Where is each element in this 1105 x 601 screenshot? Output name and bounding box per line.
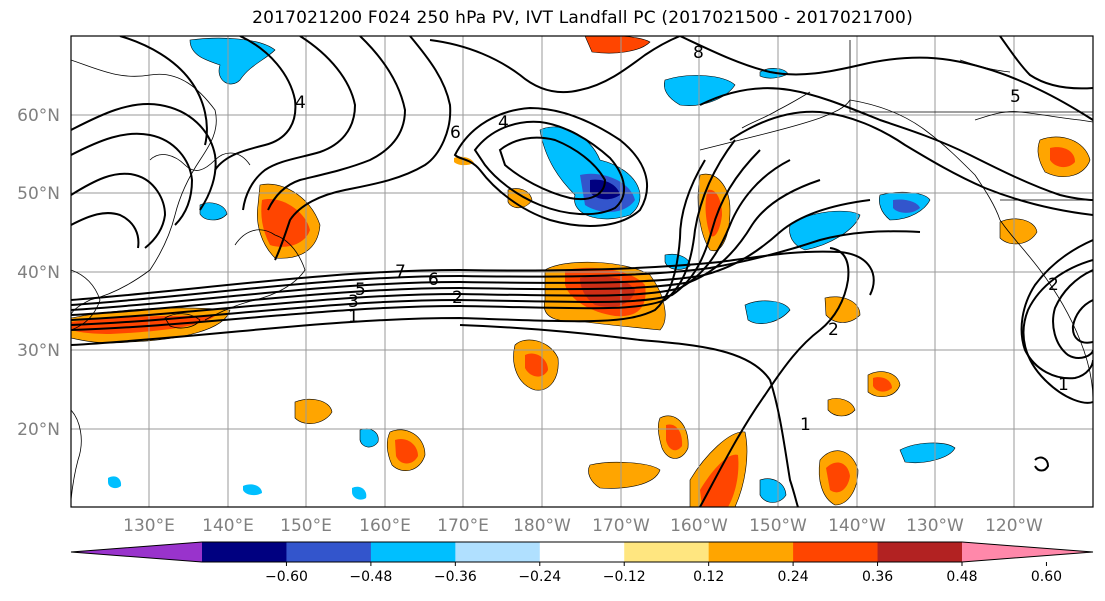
negative-anomaly [108, 476, 122, 489]
contour-label: 5 [1010, 87, 1021, 107]
lon-label: 130°W [906, 516, 964, 536]
colorbar-extend-high [962, 542, 1093, 562]
positive-anomaly [71, 315, 215, 334]
colorbar: −0.60 −0.48 −0.36 −0.24 −0.12 0.12 0.24 0.36 0.4… [70, 541, 1094, 585]
colorbar-segment [877, 542, 963, 562]
colorbar-segment [793, 542, 879, 562]
colorbar-tick-label: −0.36 [434, 569, 477, 585]
latitude-labels: 60°N 50°N 40°N 30°N 20°N [17, 106, 60, 440]
contour-label: 2 [828, 320, 839, 340]
colorbar-tick-label: 0.60 [1031, 569, 1062, 585]
contour-label: 8 [693, 43, 704, 63]
positive-anomaly [700, 454, 739, 507]
colorbar-tick-label: −0.12 [603, 569, 646, 585]
map-border [70, 35, 1094, 508]
negative-anomaly [243, 484, 262, 496]
lat-label: 50°N [17, 184, 60, 204]
colorbar-tick-label: 0.48 [946, 569, 977, 585]
negative-anomaly [759, 478, 787, 503]
lon-label: 160°E [359, 516, 411, 536]
positive-anomaly [826, 462, 850, 493]
positive-anomaly [873, 377, 892, 392]
colorbar-tick-label: 0.12 [693, 569, 724, 585]
lon-label: 140°E [202, 516, 254, 536]
colorbar-tick-label: −0.24 [518, 569, 561, 585]
contour-label: 7 [395, 262, 406, 282]
negative-anomaly [789, 210, 861, 251]
contour-label: 6 [450, 123, 461, 143]
contour-label: 1 [348, 307, 359, 327]
colorbar-extend-low [71, 542, 202, 562]
contour-label: 4 [295, 93, 306, 113]
positive-anomaly [1050, 147, 1075, 168]
graticule [71, 36, 1093, 507]
colorbar-segment [202, 542, 287, 562]
colorbar-segment [708, 542, 794, 562]
colorbar-segment [455, 542, 541, 562]
positive-anomaly [395, 438, 418, 464]
positive-anomaly [588, 461, 661, 489]
colorbar-outline [70, 541, 1094, 563]
positive-anomaly [827, 398, 856, 417]
positive-anomaly [294, 399, 333, 424]
longitude-labels: 130°E 140°E 150°E 160°E 170°E 180°W 170°… [123, 516, 1043, 536]
lon-label: 180°W [513, 516, 571, 536]
lon-label: 140°W [828, 516, 886, 536]
contour-label: 1 [800, 415, 811, 435]
colorbar-tick-label: 0.36 [862, 569, 893, 585]
lat-label: 30°N [17, 341, 60, 361]
lon-label: 170°W [592, 516, 650, 536]
contour-label: 2 [1048, 275, 1059, 295]
positive-anomaly [999, 218, 1038, 245]
colorbar-tick-label: −0.60 [265, 569, 308, 585]
positive-anomaly [584, 36, 651, 54]
lat-label: 20°N [17, 420, 60, 440]
negative-anomaly [352, 486, 367, 500]
colorbar-segment [370, 542, 456, 562]
lon-label: 120°W [985, 516, 1043, 536]
colorbar-segment [286, 542, 372, 562]
lon-label: 130°E [123, 516, 175, 536]
lat-label: 60°N [17, 106, 60, 126]
contour-label: 4 [498, 113, 509, 133]
colorbar-segment [624, 542, 710, 562]
lon-label: 150°W [749, 516, 807, 536]
pv-contours [71, 36, 1093, 507]
contour-labels: 1 2 3 5 6 7 4 8 1 2 6 5 4 1 2 [295, 43, 1069, 435]
positive-anomaly [666, 424, 683, 451]
contour-label: 3 [348, 292, 359, 312]
lat-label: 40°N [17, 263, 60, 283]
positive-anomaly [454, 156, 474, 166]
positive-anomaly [705, 189, 722, 237]
negative-anomaly [899, 442, 956, 463]
negative-anomaly [199, 202, 228, 221]
negative-anomaly [744, 300, 791, 324]
contour-label: 5 [355, 280, 366, 300]
map-title: 2017021200 F024 250 hPa PV, IVT Landfall… [252, 8, 913, 28]
lon-label: 170°E [437, 516, 489, 536]
colorbar-segment [539, 542, 625, 562]
contour-label: 6 [428, 270, 439, 290]
colorbar-tick-label: 0.24 [778, 569, 809, 585]
colorbar-tick-label: −0.48 [349, 569, 392, 585]
negative-anomaly [893, 199, 920, 213]
contour-label: 1 [1058, 375, 1069, 395]
lon-label: 160°W [670, 516, 728, 536]
contour-label: 2 [452, 288, 463, 308]
lon-label: 150°E [280, 516, 332, 536]
